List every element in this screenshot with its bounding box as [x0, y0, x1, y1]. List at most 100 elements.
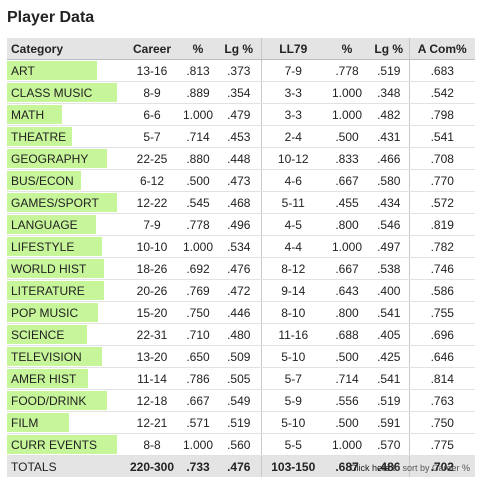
cell-career: 10-10 [125, 235, 179, 258]
cell-a-com-pct: .819 [408, 213, 475, 236]
cell-career: 20-26 [125, 279, 179, 302]
cell-league-pct: .476 [217, 257, 261, 280]
sort-footer-text: to sort by Career % [389, 463, 470, 473]
cell-ll79-pct: .800 [325, 213, 369, 236]
cell-ll79-league-pct: .546 [369, 213, 409, 236]
category-label: FOOD/DRINK [11, 393, 87, 408]
cell-league-pct: .472 [217, 279, 261, 302]
cell-career-pct: 1.000 [179, 235, 217, 258]
cell-a-com-pct: .646 [408, 345, 475, 368]
cell-career-pct: .714 [179, 125, 217, 148]
cell-league-pct: .496 [217, 213, 261, 236]
cell-category: GEOGRAPHY [7, 147, 125, 170]
category-label: LIFESTYLE [11, 239, 75, 254]
cell-ll79: 5-7 [260, 367, 325, 390]
category-label: SCIENCE [11, 327, 65, 342]
category-bar [7, 391, 107, 410]
cell-ll79-pct: .714 [325, 367, 369, 390]
cell-ll79-pct: .778 [325, 59, 369, 82]
cell-a-com-pct: .775 [408, 433, 475, 456]
cell-career-pct: .500 [179, 169, 217, 192]
table-row: ART 13-16.813.373 7-9.778.519.683 [7, 59, 475, 82]
table-row: THEATRE 5-7.714.453 2-4.500.431.541 [7, 125, 475, 148]
cell-league-pct: .448 [217, 147, 261, 170]
cell-a-com-pct: .763 [408, 389, 475, 412]
totals-a-com-pct: .702 [408, 455, 475, 477]
cell-career-pct: .545 [179, 191, 217, 214]
totals-ll79-league-pct: .486 [369, 455, 409, 477]
category-bar [7, 61, 97, 80]
category-label: MATH [11, 107, 45, 122]
header-a-com-pct[interactable]: A Com% [408, 38, 475, 60]
cell-ll79-league-pct: .538 [369, 257, 409, 280]
category-bar [7, 303, 98, 322]
cell-ll79: 3-3 [260, 81, 325, 104]
cell-league-pct: .534 [217, 235, 261, 258]
category-label: THEATRE [11, 129, 67, 144]
totals-league-pct: .476 [217, 455, 261, 477]
header-career[interactable]: Career [125, 38, 179, 60]
table-row: WORLD HIST 18-26.692.476 8-12.667.538.746 [7, 257, 475, 280]
table-row: MATH 6-6 1.000.479 3-3 1.000.482.798 [7, 103, 475, 126]
cell-category: SCIENCE [7, 323, 125, 346]
cell-league-pct: .549 [217, 389, 261, 412]
category-label: GAMES/SPORT [11, 195, 99, 210]
page-title: Player Data [7, 9, 95, 26]
cell-ll79-pct: .667 [325, 257, 369, 280]
cell-ll79-pct: .833 [325, 147, 369, 170]
header-career-pct[interactable]: % [179, 38, 217, 60]
cell-ll79-league-pct: .434 [369, 191, 409, 214]
cell-a-com-pct: .696 [408, 323, 475, 346]
category-label: BUS/ECON [11, 173, 74, 188]
cell-ll79: 4-6 [260, 169, 325, 192]
header-ll79[interactable]: LL79 [260, 38, 325, 60]
header-category[interactable]: Category [7, 38, 125, 60]
cell-league-pct: .505 [217, 367, 261, 390]
header-ll79-league-pct[interactable]: Lg % [369, 38, 409, 60]
cell-career-pct: .778 [179, 213, 217, 236]
totals-ll79: 103-150 [260, 455, 325, 477]
cell-league-pct: .480 [217, 323, 261, 346]
cell-category: LANGUAGE [7, 213, 125, 236]
cell-a-com-pct: .683 [408, 59, 475, 82]
cell-ll79: 9-14 [260, 279, 325, 302]
category-bar [7, 281, 104, 300]
cell-career-pct: .880 [179, 147, 217, 170]
cell-league-pct: .468 [217, 191, 261, 214]
cell-ll79: 5-11 [260, 191, 325, 214]
table-row: CURR EVENTS 8-8 1.000.560 5-5 1.000.570.775 [7, 433, 475, 456]
player-data-table: Category Career % Lg % LL79 % Lg % A Com… [7, 38, 475, 477]
category-bar [7, 347, 102, 366]
table-row: SCIENCE 22-31.710.480 11-16.688.405.696 [7, 323, 475, 346]
cell-career-pct: .710 [179, 323, 217, 346]
totals-label: TOTALS [7, 455, 125, 477]
category-label: POP MUSIC [11, 305, 79, 320]
cell-career-pct: 1.000 [179, 103, 217, 126]
table-row: GEOGRAPHY 22-25.880.448 10-12.833.466.708 [7, 147, 475, 170]
cell-league-pct: .446 [217, 301, 261, 324]
cell-ll79-pct: .500 [325, 125, 369, 148]
cell-career: 8-8 [125, 433, 179, 456]
header-ll79-pct[interactable]: % [325, 38, 369, 60]
cell-ll79-league-pct: .482 [369, 103, 409, 126]
cell-ll79: 5-10 [260, 411, 325, 434]
header-league-pct[interactable]: Lg % [217, 38, 261, 60]
table-row: POP MUSIC 15-20.750.446 8-10.800.541.755 [7, 301, 475, 324]
category-bar [7, 127, 72, 146]
cell-career: 7-9 [125, 213, 179, 236]
table-row: LIFESTYLE 10-10 1.000.534 4-4 1.000.497.782 [7, 235, 475, 258]
table-row: TELEVISION 13-20.650.509 5-10.500.425.646 [7, 345, 475, 368]
totals-career: 220-300 [125, 455, 179, 477]
category-label: TELEVISION [11, 349, 82, 364]
category-bar [7, 215, 96, 234]
cell-a-com-pct: .586 [408, 279, 475, 302]
cell-career-pct: .750 [179, 301, 217, 324]
cell-ll79-pct: .455 [325, 191, 369, 214]
cell-career-pct: 1.000 [179, 433, 217, 456]
cell-a-com-pct: .746 [408, 257, 475, 280]
sort-link[interactable]: Click here [349, 463, 390, 473]
cell-category: BUS/ECON [7, 169, 125, 192]
cell-career-pct: .813 [179, 59, 217, 82]
cell-ll79: 5-9 [260, 389, 325, 412]
cell-ll79-league-pct: .591 [369, 411, 409, 434]
